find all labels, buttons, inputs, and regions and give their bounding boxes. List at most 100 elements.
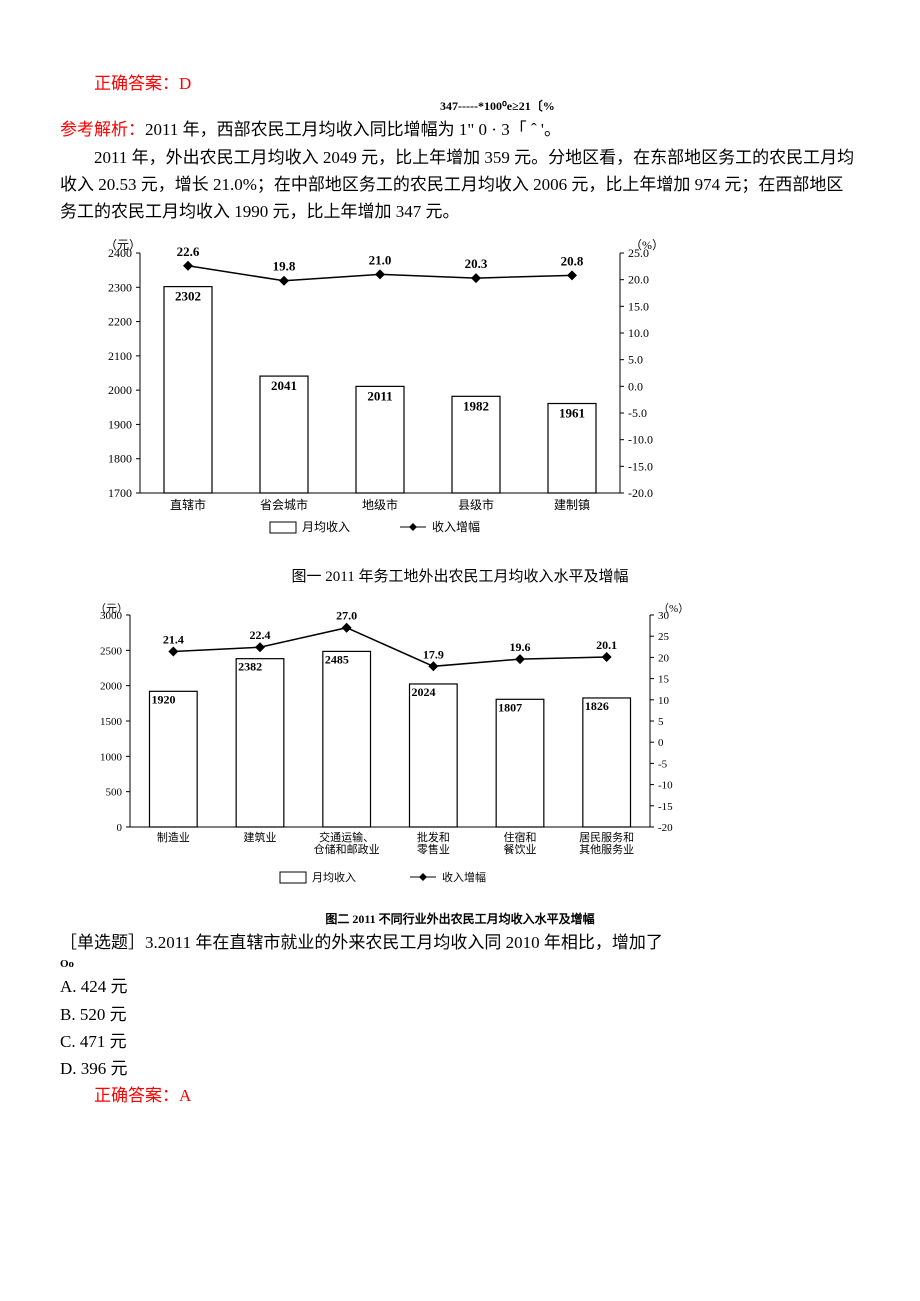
option-a-text: 424 元 [81,977,128,996]
answer-value-2: A [179,1086,191,1105]
svg-text:21.0: 21.0 [369,252,392,267]
svg-text:2300: 2300 [108,280,132,294]
chart-1: 17001800190020002100220023002400（元）-20.0… [80,233,860,561]
svg-text:居民服务和: 居民服务和 [579,831,634,844]
question-prefix: ［单选题］3. [60,933,158,952]
svg-text:10.0: 10.0 [628,326,649,340]
svg-text:制造业: 制造业 [157,830,190,844]
svg-text:15: 15 [658,674,670,686]
svg-text:省会城市: 省会城市 [260,497,308,512]
svg-text:2024: 2024 [412,685,436,699]
svg-text:2200: 2200 [108,315,132,329]
svg-text:2485: 2485 [325,653,349,667]
analysis-line: 参考解析：2011 年，西部农民工月均收入同比增幅为 1" 0 · 3「 ˆ '… [60,116,860,143]
svg-text:仓储和邮政业: 仓储和邮政业 [314,842,380,856]
svg-text:住宿和: 住宿和 [504,830,537,844]
svg-text:月均收入: 月均收入 [302,520,350,534]
answer-label: 正确答案： [94,74,179,93]
svg-text:交通运输、: 交通运输、 [319,830,374,844]
svg-text:19.6: 19.6 [510,640,531,654]
analysis-sup: 347-----*100⁰e≥21〔% [440,97,860,116]
option-d-text: 396 元 [81,1059,128,1078]
option-b-text: 520 元 [80,1005,127,1024]
svg-text:-20: -20 [658,822,673,834]
question-text: 2011 年在直辖市就业的外来农民工月均收入同 2010 年相比，增加了 [158,933,663,952]
svg-text:2041: 2041 [271,378,297,393]
svg-text:建制镇: 建制镇 [554,498,590,512]
svg-text:（%）: （%） [630,238,664,252]
svg-text:-15: -15 [658,801,673,813]
svg-text:建筑业: 建筑业 [244,830,277,844]
svg-text:-5.0: -5.0 [628,406,647,420]
svg-text:2000: 2000 [100,681,123,693]
question-trail: Oo [60,956,860,974]
option-a: A. 424 元 [60,973,860,1000]
svg-text:1961: 1961 [559,406,585,421]
option-c-text: 471 元 [80,1032,127,1051]
svg-text:19.8: 19.8 [273,259,296,274]
svg-text:2302: 2302 [175,289,201,304]
svg-text:餐饮业: 餐饮业 [504,842,537,856]
svg-text:20.8: 20.8 [561,254,584,269]
svg-text:20.3: 20.3 [465,256,488,271]
question-stem: ［单选题］3.2011 年在直辖市就业的外来农民工月均收入同 2010 年相比，… [60,929,860,956]
answer-label-2: 正确答案： [94,1086,179,1105]
analysis-text: 2011 年，西部农民工月均收入同比增幅为 1" 0 · 3「 ˆ '。 [145,120,561,139]
chart-2-caption: 图二 2011 不同行业外出农民工月均收入水平及增幅 [60,910,860,929]
svg-text:22.4: 22.4 [250,629,271,643]
svg-text:20.1: 20.1 [596,638,617,652]
svg-text:县级市: 县级市 [458,497,494,512]
svg-text:5.0: 5.0 [628,353,643,367]
svg-text:1700: 1700 [108,486,132,500]
passage-p1: 2011 年，外出农民工月均收入 2049 元，比上年增加 359 元。分地区看… [60,144,860,226]
svg-text:22.6: 22.6 [177,244,200,259]
answer-block-1: 正确答案：D [60,70,860,97]
answer-value: D [179,74,191,93]
svg-text:20.0: 20.0 [628,273,649,287]
svg-text:2500: 2500 [100,646,123,658]
svg-text:0: 0 [658,738,664,750]
svg-text:-20.0: -20.0 [628,486,653,500]
chart-1-caption: 图一 2011 年务工地外出农民工月均收入水平及增幅 [60,565,860,589]
svg-text:2000: 2000 [108,383,132,397]
svg-text:1920: 1920 [152,693,176,707]
svg-text:其他服务业: 其他服务业 [579,843,634,856]
svg-text:1826: 1826 [585,699,609,713]
svg-text:17.9: 17.9 [423,648,444,662]
svg-text:0.0: 0.0 [628,379,643,393]
svg-text:（元）: （元） [95,602,128,615]
analysis-prefix: 参考解析： [60,120,145,139]
svg-text:500: 500 [106,787,123,799]
svg-text:零售业: 零售业 [417,842,450,856]
svg-text:15.0: 15.0 [628,299,649,313]
svg-text:20: 20 [658,653,670,665]
answer-block-2: 正确答案：A [60,1082,860,1109]
svg-text:0: 0 [117,822,123,834]
svg-text:27.0: 27.0 [336,609,357,623]
svg-text:-10.0: -10.0 [628,433,653,447]
option-c: C. 471 元 [60,1028,860,1055]
svg-text:1982: 1982 [463,398,489,413]
svg-text:（元）: （元） [105,238,141,252]
svg-text:10: 10 [658,695,670,707]
svg-text:-5: -5 [658,759,668,771]
svg-text:批发和: 批发和 [417,830,450,844]
svg-text:21.4: 21.4 [163,633,184,647]
svg-text:月均收入: 月均收入 [312,870,356,884]
svg-text:1807: 1807 [498,701,522,715]
svg-text:2100: 2100 [108,349,132,363]
svg-text:25: 25 [658,632,670,644]
option-b: B. 520 元 [60,1001,860,1028]
option-d: D. 396 元 [60,1055,860,1082]
chart-2: 050010001500200025003000（元）-20-15-10-505… [80,597,860,905]
svg-text:2011: 2011 [367,388,392,403]
svg-text:收入增幅: 收入增幅 [442,870,486,884]
svg-text:-15.0: -15.0 [628,459,653,473]
svg-text:直辖市: 直辖市 [170,497,206,512]
svg-text:1500: 1500 [100,716,123,728]
svg-text:1800: 1800 [108,452,132,466]
svg-text:1000: 1000 [100,752,123,764]
svg-text:5: 5 [658,716,664,728]
svg-text:收入增幅: 收入增幅 [432,519,480,534]
svg-text:1900: 1900 [108,418,132,432]
